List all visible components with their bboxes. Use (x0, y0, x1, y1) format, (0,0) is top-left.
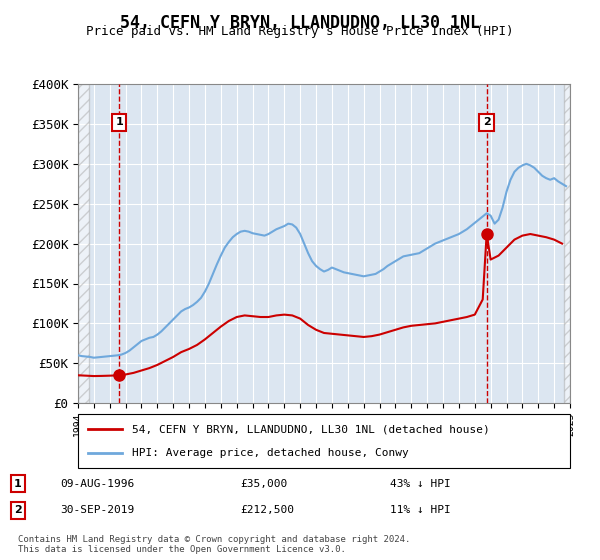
Text: 11% ↓ HPI: 11% ↓ HPI (390, 506, 451, 515)
Text: 1: 1 (14, 478, 22, 488)
Text: £212,500: £212,500 (240, 506, 294, 515)
Text: £35,000: £35,000 (240, 478, 287, 488)
Text: 09-AUG-1996: 09-AUG-1996 (60, 478, 134, 488)
Bar (78, 84, 89, 403)
Text: 54, CEFN Y BRYN, LLANDUDNO, LL30 1NL (detached house): 54, CEFN Y BRYN, LLANDUDNO, LL30 1NL (de… (132, 424, 490, 435)
Text: 54, CEFN Y BRYN, LLANDUDNO, LL30 1NL: 54, CEFN Y BRYN, LLANDUDNO, LL30 1NL (120, 14, 480, 32)
Text: 30-SEP-2019: 30-SEP-2019 (60, 506, 134, 515)
Text: 2: 2 (483, 117, 491, 127)
Text: 43% ↓ HPI: 43% ↓ HPI (390, 478, 451, 488)
Text: 1: 1 (115, 117, 123, 127)
FancyBboxPatch shape (78, 414, 570, 468)
Bar (563, 84, 570, 403)
Text: Price paid vs. HM Land Registry's House Price Index (HPI): Price paid vs. HM Land Registry's House … (86, 25, 514, 38)
Text: Contains HM Land Registry data © Crown copyright and database right 2024.
This d: Contains HM Land Registry data © Crown c… (18, 535, 410, 554)
Text: 2: 2 (14, 506, 22, 515)
Text: HPI: Average price, detached house, Conwy: HPI: Average price, detached house, Conw… (132, 447, 409, 458)
